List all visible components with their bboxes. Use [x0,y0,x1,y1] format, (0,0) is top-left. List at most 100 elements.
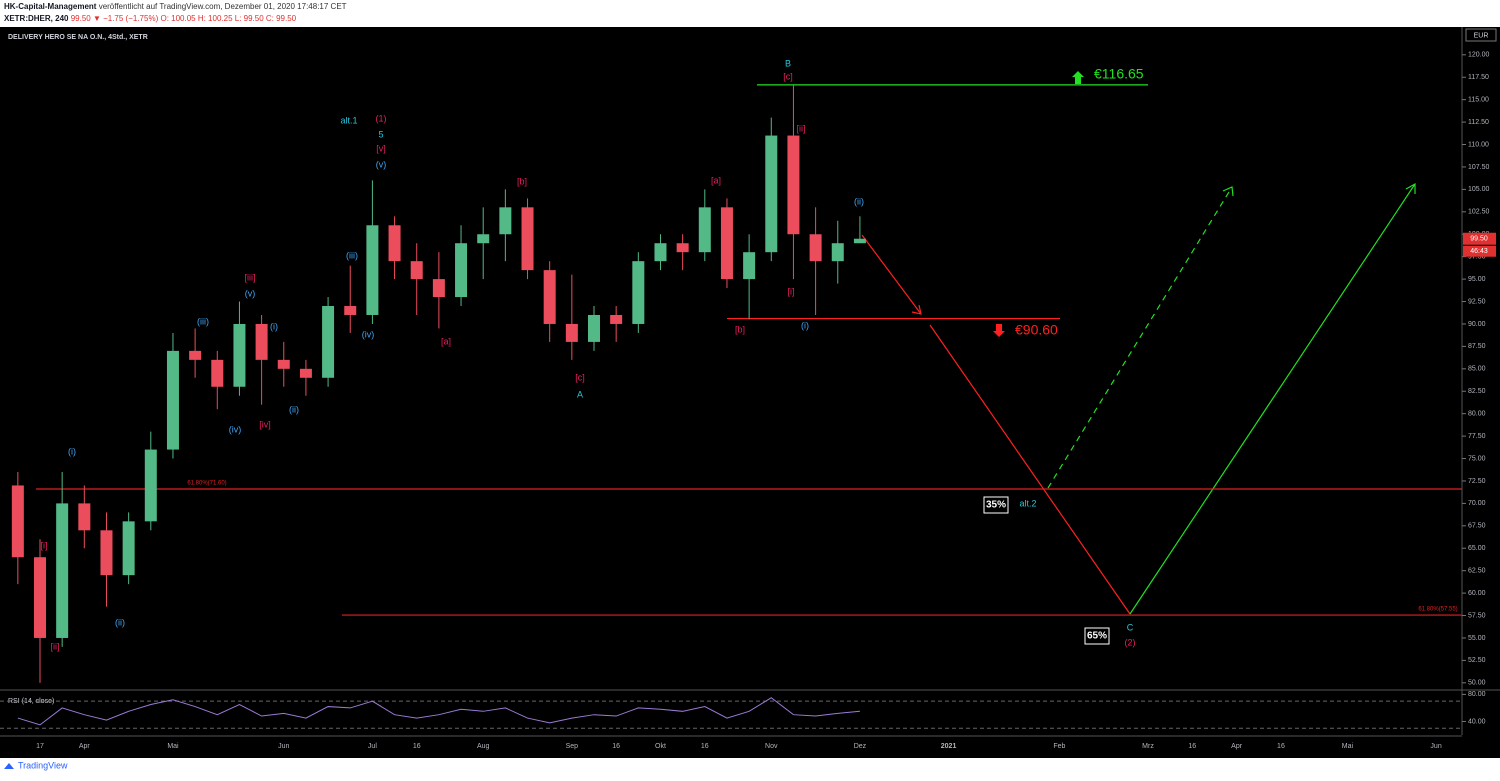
x-tick-label: Apr [79,743,91,750]
rsi-tick-label: 40.00 [1468,718,1486,725]
candle-body [34,557,46,638]
candle-body [211,359,224,387]
candle-body [853,238,866,244]
y-tick-label: 120.00 [1468,52,1490,59]
arrow-head [911,304,922,315]
y-tick-label: 105.00 [1468,186,1490,193]
candle-body [144,449,157,522]
candle-body [565,323,578,342]
candle-body [743,252,756,280]
candle-body [698,207,711,253]
wave-label: (iii) [346,250,358,260]
candle-body [543,270,556,324]
candle-body [654,243,667,262]
candle-body [720,207,733,280]
wave-label: A [577,389,583,399]
x-tick-label: 17 [36,743,44,750]
wave-label: (1) [376,113,387,123]
candle-body [11,485,24,558]
x-tick-label: Mai [167,743,179,750]
wave-label: (ii) [854,196,864,206]
y-tick-label: 95.00 [1468,276,1486,283]
x-tick-label: Jul [368,743,377,750]
currency-box [1465,28,1497,42]
x-tick-label: Jun [278,743,289,750]
candle-body [521,207,534,271]
candle-body [410,261,423,280]
symbol: XETR:DHER, 240 [4,14,69,23]
x-tick-label: Mai [1342,743,1354,750]
candle-body [366,225,379,315]
candle-body [477,234,490,244]
level-label: 61.80%(71.60) [187,481,226,487]
x-tick-label: Okt [655,743,666,750]
probability-label: 65% [1087,631,1107,642]
wave-label: (i) [270,321,278,331]
candle-body [166,350,179,450]
chart-title: DELIVERY HERO SE NA O.N., 4Std., XETR [8,34,148,41]
y-tick-label: 67.50 [1468,523,1486,530]
wave-label: (v) [376,159,387,169]
y-tick-label: 52.50 [1468,657,1486,664]
y-tick-label: 82.50 [1468,388,1486,395]
candle-body [432,279,445,298]
y-tick-label: 60.00 [1468,590,1486,597]
y-tick-label: 112.50 [1468,119,1489,126]
candle-body [344,306,357,315]
x-tick-label: 2021 [941,743,957,750]
candle-body [100,530,113,576]
x-tick-label: Dez [854,743,867,750]
up-icon [1072,71,1084,84]
x-tick-label: Apr [1231,743,1243,750]
y-tick-label: 50.00 [1468,680,1486,687]
wave-label: [b] [735,324,745,334]
wave-label: C [1127,622,1134,632]
wave-label: [iii] [245,272,256,282]
x-tick-label: 16 [1277,743,1285,750]
drawings [861,182,1416,615]
trend-line [929,324,1131,615]
y-tick-label: 107.50 [1468,164,1490,171]
y-tick-label: 87.50 [1468,343,1486,350]
x-tick-label: 16 [1188,743,1196,750]
tradingview-logo [4,763,14,769]
level-label: €116.65 [1094,66,1144,82]
wave-label: B [785,58,791,68]
candle-body [610,314,623,324]
last-price-label: 99.50 [1470,236,1488,243]
wave-label: [iv] [259,419,271,429]
change: 99.50 ▼ −1.75 (−1.75%) [71,14,159,23]
wave-label: [a] [711,175,721,185]
y-tick-label: 57.50 [1468,612,1486,619]
x-tick-label: 16 [612,743,620,750]
wave-label: (iv) [362,329,375,339]
arrow-head [1222,186,1234,197]
wave-label: [i] [787,286,794,296]
y-tick-label: 90.00 [1468,321,1486,328]
candle-body [455,243,468,298]
wave-label: [i] [40,540,47,550]
wave-label: [ii] [797,123,806,133]
wave-label: 5 [378,129,383,139]
candle-body [233,323,246,387]
y-tick-label: 80.00 [1468,411,1486,418]
y-tick-label: 85.00 [1468,366,1486,373]
down-icon [993,324,1005,337]
candle-body [122,521,135,576]
candle-body [299,368,312,378]
candle-body [632,261,645,324]
y-tick-label: 70.00 [1468,500,1486,507]
arrow-head [1405,182,1416,194]
x-tick-label: 16 [413,743,421,750]
trend-arrow [1129,183,1416,615]
wave-label: [v] [376,143,386,153]
author: HK-Capital-Management [4,2,97,11]
candle-body [189,350,202,360]
candle-body [809,234,822,262]
probability-box [1084,627,1110,645]
level-label: 61.80%(57.55) [1418,607,1457,613]
x-tick-label: Sep [566,743,579,750]
y-tick-label: 62.50 [1468,568,1486,575]
